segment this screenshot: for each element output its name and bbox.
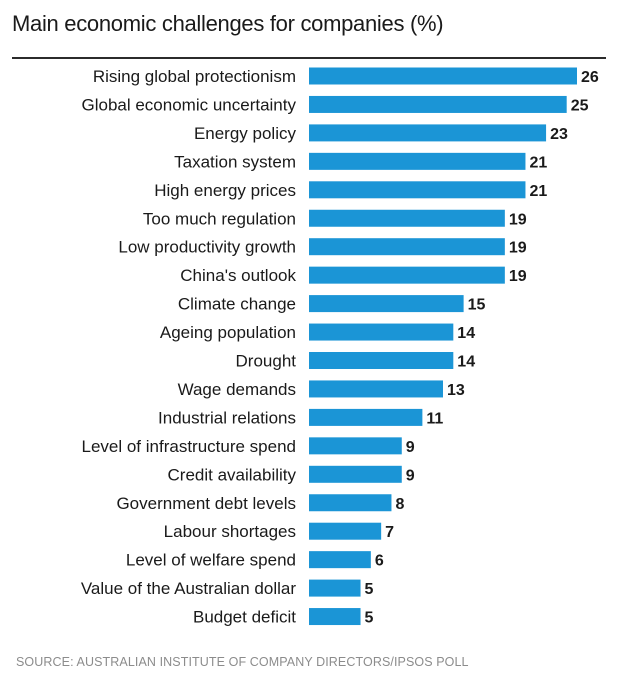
- bar: [309, 209, 505, 227]
- category-label: Value of the Australian dollar: [81, 579, 296, 598]
- bar: [309, 494, 392, 512]
- category-label: China's outlook: [180, 266, 296, 285]
- category-label: Drought: [236, 352, 297, 371]
- value-label: 11: [426, 410, 443, 427]
- category-label: High energy prices: [154, 181, 296, 200]
- bar: [309, 295, 464, 313]
- value-label: 21: [529, 183, 547, 200]
- value-label: 25: [571, 97, 589, 114]
- value-label: 26: [581, 69, 599, 86]
- value-label: 14: [457, 325, 475, 342]
- category-label: Budget deficit: [193, 608, 296, 627]
- value-label: 23: [550, 126, 568, 143]
- category-label: Government debt levels: [116, 494, 296, 513]
- bar: [309, 551, 371, 569]
- bar: [309, 152, 526, 170]
- value-label: 13: [447, 382, 465, 399]
- value-label: 19: [509, 268, 527, 285]
- bar: [309, 124, 547, 142]
- bar: [309, 67, 577, 85]
- bar: [309, 522, 382, 540]
- value-label: 14: [457, 354, 475, 371]
- value-label: 5: [365, 581, 374, 598]
- bar: [309, 380, 443, 398]
- bar: [309, 95, 567, 113]
- bar-chart: Rising global protectionism 26 Global econ…: [81, 67, 599, 627]
- category-label: Level of infrastructure spend: [81, 437, 296, 456]
- category-label: Climate change: [178, 295, 296, 314]
- bar: [309, 238, 505, 256]
- bar: [309, 323, 454, 341]
- category-label: Low productivity growth: [118, 238, 296, 257]
- category-label: Ageing population: [160, 323, 296, 342]
- category-label: Wage demands: [178, 380, 296, 399]
- category-label: Energy policy: [194, 124, 297, 143]
- category-label: Credit availability: [168, 465, 297, 484]
- category-label: Level of welfare spend: [126, 551, 296, 570]
- bar: [309, 608, 361, 626]
- category-label: Rising global protectionism: [93, 67, 296, 86]
- bar: [309, 408, 423, 426]
- value-label: 7: [385, 524, 394, 541]
- category-label: Global economic uncertainty: [81, 95, 296, 114]
- value-label: 19: [509, 211, 527, 228]
- category-label: Labour shortages: [164, 522, 296, 541]
- chart-title: Main economic challenges for companies (…: [12, 11, 444, 36]
- value-label: 5: [365, 610, 374, 627]
- value-label: 9: [406, 467, 415, 484]
- value-label: 9: [406, 439, 415, 456]
- bar: [309, 437, 402, 455]
- value-label: 8: [395, 496, 404, 513]
- category-label: Too much regulation: [143, 209, 296, 228]
- value-label: 15: [468, 297, 486, 314]
- bar: [309, 181, 526, 199]
- bar: [309, 579, 361, 597]
- value-label: 21: [529, 154, 547, 171]
- value-label: 19: [509, 240, 527, 257]
- bar: [309, 465, 402, 483]
- category-label: Industrial relations: [158, 408, 296, 427]
- source-note: SOURCE: AUSTRALIAN INSTITUTE OF COMPANY …: [16, 655, 469, 669]
- bar: [309, 352, 454, 369]
- category-label: Taxation system: [174, 152, 296, 171]
- value-label: 6: [375, 553, 384, 570]
- title-divider: [12, 57, 606, 59]
- bar: [309, 266, 505, 284]
